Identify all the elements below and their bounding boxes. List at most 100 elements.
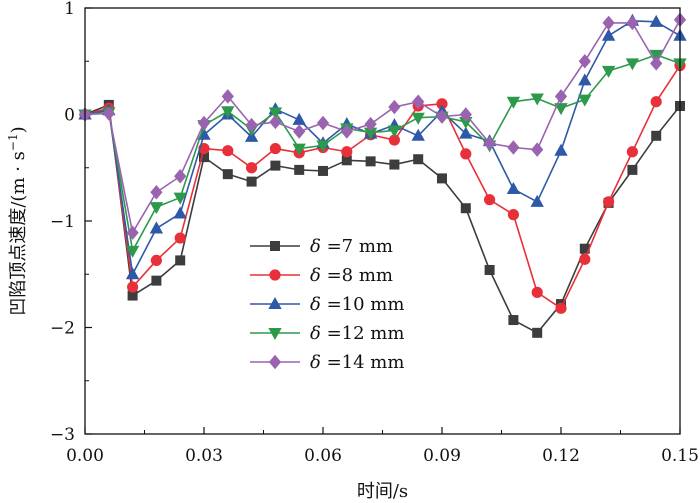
data-point	[578, 54, 591, 69]
data-point	[530, 93, 544, 106]
data-point	[602, 196, 615, 208]
data-point	[126, 225, 139, 240]
data-point	[150, 254, 162, 267]
legend-marker	[269, 269, 281, 281]
y-axis-title-main: 凹陷顶点速度/(m · s	[8, 151, 29, 316]
series-line	[84, 19, 681, 276]
data-point	[627, 164, 638, 175]
legend-marker	[268, 296, 282, 310]
series-line	[84, 54, 681, 252]
data-point	[246, 176, 257, 187]
data-point	[222, 145, 234, 157]
data-point	[625, 58, 640, 71]
x-tick-label: 0.06	[304, 446, 342, 466]
legend-label: δ =7 mm	[310, 236, 393, 257]
data-point	[246, 162, 258, 174]
data-point	[649, 14, 663, 27]
data-point	[413, 154, 424, 165]
legend-symbol: δ	[310, 323, 321, 344]
y-tick-label: −3	[50, 425, 75, 445]
legend-symbol: δ	[310, 294, 321, 315]
x-tick-label: 0.09	[423, 446, 461, 466]
data-point	[460, 148, 472, 160]
legend: δ =7 mmδ =8 mmδ =10 mmδ =12 mmδ =14 mm	[250, 236, 404, 373]
series-line	[84, 19, 681, 234]
data-point	[197, 115, 211, 131]
legend-entry: δ =14 mm	[250, 352, 404, 373]
data-point	[293, 124, 306, 139]
data-point	[149, 221, 164, 234]
data-point	[578, 94, 592, 107]
data-point	[173, 192, 187, 205]
x-axis-title: 时间/s	[357, 481, 408, 502]
data-point	[316, 140, 330, 153]
data-point	[602, 15, 615, 31]
data-point	[531, 142, 544, 157]
data-point	[650, 56, 663, 71]
series-4	[78, 49, 687, 258]
series-line	[84, 65, 681, 310]
data-point	[507, 209, 520, 221]
data-point	[555, 302, 567, 314]
data-point	[125, 267, 140, 280]
data-point	[174, 169, 187, 184]
data-point	[292, 143, 306, 156]
data-point	[506, 182, 521, 195]
data-point	[578, 73, 592, 86]
data-point	[650, 96, 662, 108]
legend-value: =7 mm	[321, 236, 393, 257]
data-point	[626, 146, 639, 158]
data-point	[175, 255, 186, 266]
data-point	[269, 142, 281, 155]
y-tick-label: 1	[64, 0, 75, 19]
legend-symbol: δ	[310, 236, 321, 257]
data-point	[222, 169, 233, 180]
data-point	[532, 327, 543, 338]
data-point	[554, 89, 568, 104]
series-5	[78, 12, 687, 240]
data-point	[173, 206, 187, 219]
legend-label: δ =10 mm	[310, 294, 404, 315]
data-point	[601, 65, 616, 78]
data-point	[483, 136, 496, 151]
data-point	[127, 281, 139, 293]
legend-value: =14 mm	[321, 352, 405, 373]
data-point	[174, 232, 186, 244]
data-point	[149, 202, 164, 215]
plot-frame	[84, 7, 681, 435]
data-point	[317, 165, 328, 176]
data-point	[150, 185, 163, 200]
data-point	[411, 128, 425, 141]
y-tick-label: −1	[50, 212, 75, 232]
y-axis-title-close: )	[8, 126, 29, 133]
data-point	[364, 116, 377, 132]
data-point	[292, 112, 306, 125]
data-point	[388, 99, 401, 115]
legend-label: δ =14 mm	[310, 352, 404, 373]
legend-marker	[268, 354, 282, 370]
data-point	[411, 112, 425, 125]
data-point	[221, 106, 235, 119]
legend-entry: δ =8 mm	[250, 265, 393, 286]
data-point	[387, 125, 402, 138]
data-point	[365, 156, 376, 167]
data-point	[270, 160, 281, 171]
data-point	[508, 315, 519, 326]
legend-value: =8 mm	[321, 265, 393, 286]
data-point	[102, 106, 115, 121]
x-tick-label: 0.15	[661, 446, 699, 466]
data-point	[316, 115, 330, 131]
data-point	[125, 245, 140, 258]
data-point	[294, 164, 305, 175]
data-point	[506, 96, 521, 109]
x-tick-label: 0.03	[185, 446, 223, 466]
legend-symbol: δ	[310, 352, 321, 373]
legend-entry: δ =12 mm	[250, 323, 404, 344]
data-point	[530, 194, 544, 207]
data-point	[412, 94, 425, 109]
data-point	[340, 124, 353, 139]
legend-label: δ =12 mm	[310, 323, 404, 344]
y-axis-title-exponent: −1	[6, 133, 20, 151]
data-point	[484, 264, 495, 275]
